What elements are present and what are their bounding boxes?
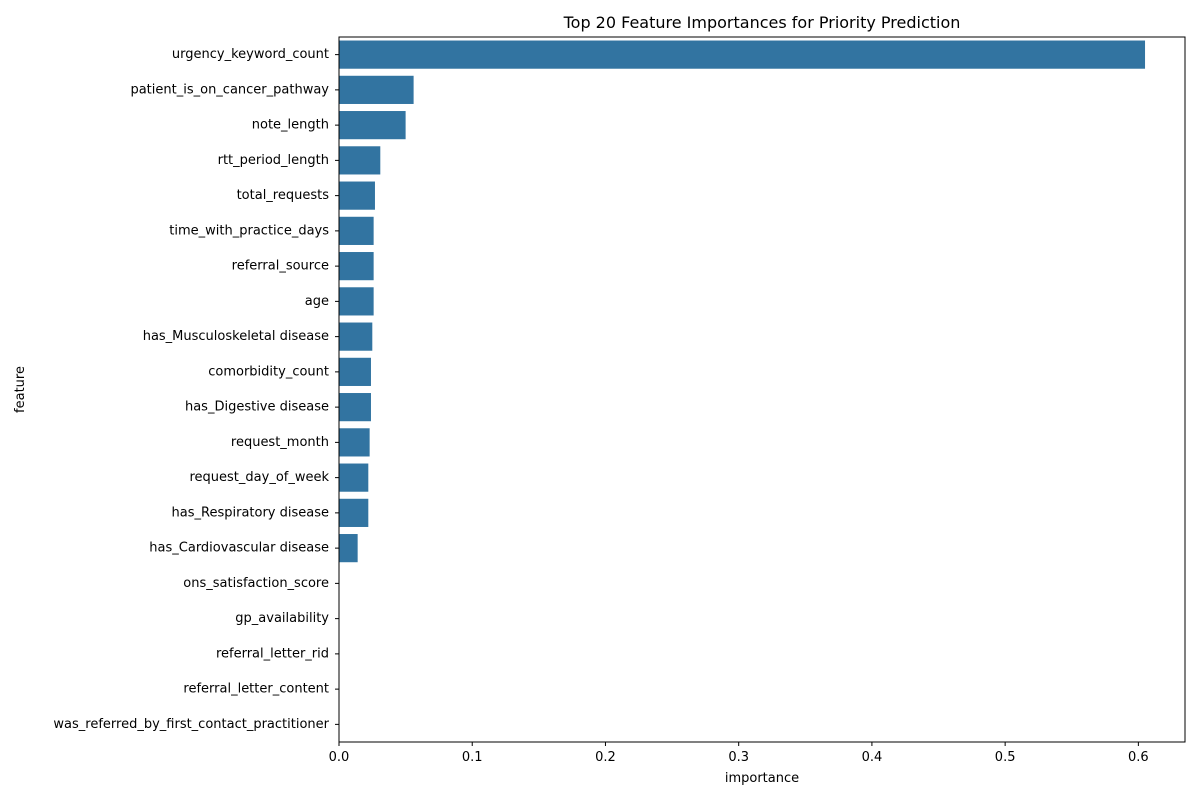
y-tick-label: referral_source (232, 259, 329, 274)
y-tick-label: has_Musculoskeletal disease (143, 329, 329, 344)
bar (339, 428, 370, 457)
bar (339, 357, 371, 386)
x-tick-label: 0.2 (595, 750, 616, 765)
plot-frame (338, 36, 1186, 743)
bar (339, 40, 1146, 69)
y-tick-label: total_requests (237, 188, 330, 203)
y-tick-label: has_Digestive disease (185, 400, 329, 415)
y-axis-ticks: urgency_keyword_count patient_is_on_cance… (53, 47, 339, 732)
y-tick-label: comorbidity_count (208, 364, 329, 379)
bar (339, 146, 381, 175)
bar (339, 322, 373, 351)
y-tick-label: note_length (252, 118, 329, 133)
y-tick-label: referral_letter_content (183, 682, 329, 697)
x-tick-label: 0.0 (329, 750, 350, 765)
y-tick-label: referral_letter_rid (216, 646, 329, 661)
y-tick-label: has_Cardiovascular disease (149, 541, 329, 556)
x-tick-label: 0.6 (1128, 750, 1149, 765)
bar (339, 111, 406, 140)
bar (339, 393, 371, 422)
bar (339, 181, 375, 210)
x-axis-ticks: 0.0 0.1 0.2 0.3 0.4 0.5 0.6 (329, 742, 1149, 765)
x-tick-label: 0.4 (862, 750, 883, 765)
y-tick-label: time_with_practice_days (169, 223, 329, 238)
y-tick-label: gp_availability (235, 611, 329, 626)
y-tick-label: patient_is_on_cancer_pathway (130, 82, 329, 97)
bar (339, 498, 369, 527)
y-tick-label: request_month (231, 435, 329, 450)
bar (339, 75, 414, 104)
y-tick-label: request_day_of_week (189, 470, 329, 485)
x-tick-label: 0.3 (728, 750, 749, 765)
bar (339, 216, 374, 245)
y-tick-label: ons_satisfaction_score (183, 576, 329, 591)
y-axis-label: feature (13, 366, 28, 413)
y-tick-label: has_Respiratory disease (172, 505, 329, 520)
chart-title: Top 20 Feature Importances for Priority … (563, 13, 961, 32)
y-tick-label: urgency_keyword_count (172, 47, 329, 62)
bar (339, 463, 369, 492)
x-tick-label: 0.5 (995, 750, 1016, 765)
x-axis-label: importance (725, 771, 799, 786)
bar (339, 534, 358, 563)
bar (339, 252, 374, 281)
y-tick-label: rtt_period_length (218, 153, 329, 168)
y-tick-label: age (305, 294, 329, 309)
y-tick-label: was_referred_by_first_contact_practition… (53, 717, 329, 732)
bars-group (339, 40, 1146, 563)
bar (339, 287, 374, 316)
x-tick-label: 0.1 (462, 750, 483, 765)
